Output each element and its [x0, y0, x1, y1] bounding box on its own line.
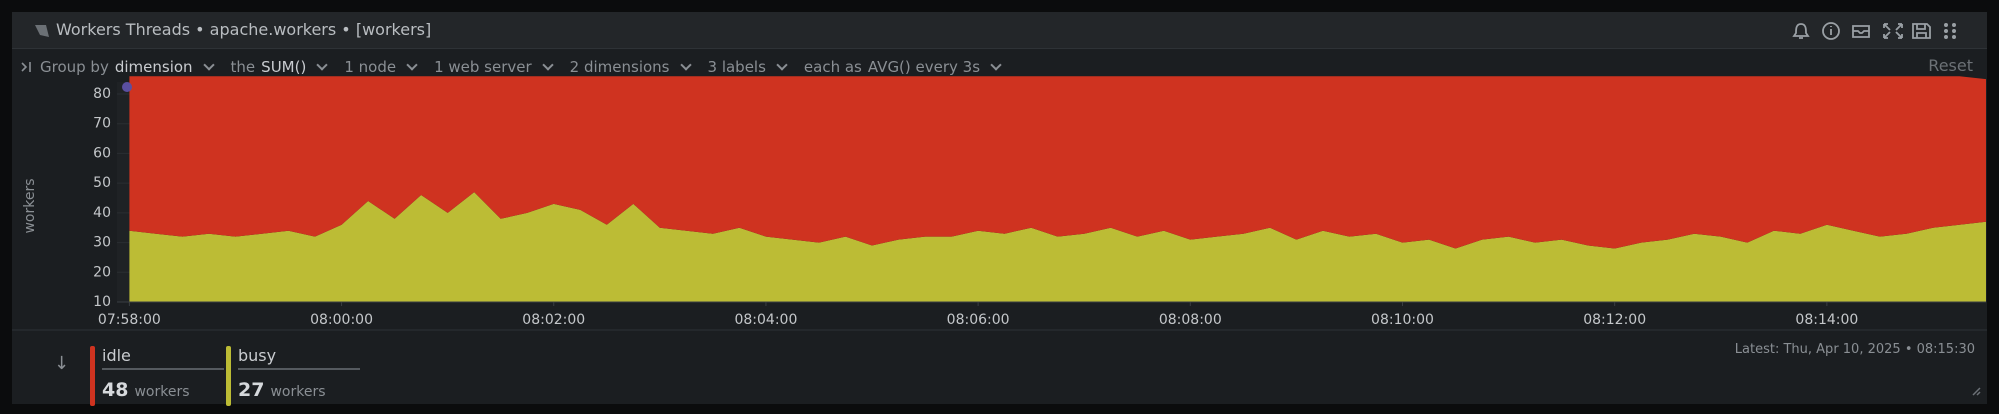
- dropdown[interactable]: 2 dimensions: [569, 58, 670, 76]
- dropdown[interactable]: AVG() every 3s: [867, 58, 981, 76]
- dropdown[interactable]: dimension: [114, 58, 193, 76]
- x-tick-label: 08:06:00: [947, 312, 1010, 328]
- chart-panel: Workers Threads • apache.workers • [work…: [12, 12, 1987, 406]
- legend-label: idle: [102, 346, 131, 365]
- y-tick-label: 40: [93, 205, 111, 221]
- resize-handle[interactable]: [1972, 387, 1981, 396]
- header: Workers Threads • apache.workers • [work…: [12, 12, 1987, 49]
- y-tick-label: 50: [93, 175, 111, 191]
- x-tick-label: 08:14:00: [1795, 312, 1858, 328]
- x-tick-label: 08:04:00: [734, 312, 797, 328]
- legend-value: 27 workers: [238, 379, 326, 401]
- collapse-icon[interactable]: [20, 60, 34, 74]
- label: Group by: [40, 58, 109, 76]
- x-tick-label: 08:10:00: [1371, 312, 1434, 328]
- legend-underline: [102, 368, 224, 370]
- chart-icon: [35, 25, 49, 37]
- header-icons[interactable]: [1789, 16, 1979, 46]
- legend-swatch: [226, 346, 231, 406]
- reset-button[interactable]: Reset: [1928, 56, 1973, 75]
- arrow-icon[interactable]: ↓: [54, 353, 69, 374]
- label: each as: [803, 58, 862, 76]
- legend-value: 48 workers: [102, 379, 190, 401]
- x-tick-label: 08:08:00: [1159, 312, 1222, 328]
- dropdown[interactable]: SUM(): [261, 58, 307, 76]
- x-tick-label: 07:58:00: [98, 312, 161, 328]
- legend-swatch: [90, 346, 95, 406]
- toolbar: Group by dimension the SUM() 1 node 1 we…: [20, 54, 1012, 80]
- chart: workers ↓ 10 20 30 40 50 60 70 80 07:58:00 08:00:…: [12, 76, 1987, 396]
- y-axis-label: workers: [22, 178, 38, 233]
- area: [129, 192, 1986, 302]
- chart-title: Workers Threads • apache.workers • [work…: [56, 20, 432, 39]
- legend-unit: workers: [270, 384, 326, 400]
- legend-unit: workers: [134, 384, 190, 400]
- dropdown[interactable]: 3 labels: [707, 58, 766, 76]
- legend-item[interactable]: idle 48 workers: [90, 346, 226, 408]
- y-tick-label: 70: [93, 116, 111, 132]
- annotation-marker: [122, 82, 132, 92]
- dropdown[interactable]: 1 web server: [434, 58, 532, 76]
- y-tick-label: 20: [93, 264, 111, 280]
- latest-time: Latest: Thu, Apr 10, 2025 • 08:15:30: [1734, 342, 1975, 357]
- y-tick-label: 30: [93, 235, 111, 251]
- x-tick-label: 08:12:00: [1583, 312, 1646, 328]
- x-tick-label: 08:02:00: [522, 312, 585, 328]
- y-tick-label: 10: [93, 294, 111, 310]
- y-tick-label: 60: [93, 145, 111, 161]
- label: the: [230, 58, 256, 76]
- x-tick-label: 08:00:00: [310, 312, 373, 328]
- y-tick-label: 80: [93, 86, 111, 102]
- legend-item[interactable]: busy 27 workers: [226, 346, 362, 408]
- legend-label: busy: [238, 346, 277, 365]
- legend-underline: [238, 368, 360, 370]
- area: [129, 76, 1986, 249]
- dropdown[interactable]: 1 node: [344, 58, 397, 76]
